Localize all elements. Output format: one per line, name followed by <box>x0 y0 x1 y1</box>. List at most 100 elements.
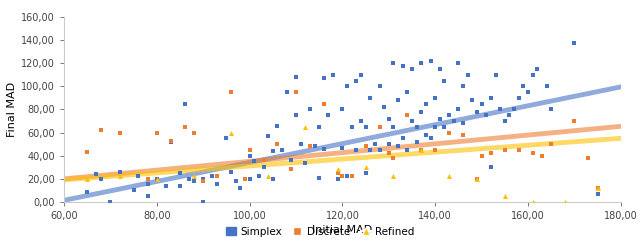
Point <box>268 149 278 153</box>
Point <box>253 174 264 178</box>
Point <box>458 84 468 88</box>
Point <box>570 41 580 45</box>
Point <box>286 158 296 162</box>
Point <box>236 186 246 190</box>
Point <box>430 96 440 100</box>
Point <box>514 96 524 100</box>
Point <box>286 168 296 171</box>
Point <box>407 119 417 123</box>
Point <box>244 154 255 157</box>
Point <box>453 61 463 65</box>
Point <box>221 136 232 140</box>
Point <box>319 102 329 106</box>
Point <box>532 67 543 71</box>
Point <box>277 148 287 152</box>
Point <box>333 168 343 171</box>
Point <box>472 177 482 181</box>
Point <box>314 125 324 129</box>
Point <box>444 113 454 117</box>
Point <box>92 172 102 176</box>
Point <box>244 148 255 152</box>
Point <box>319 76 329 80</box>
Point <box>518 84 529 88</box>
Point <box>189 179 199 183</box>
Point <box>305 144 315 148</box>
Point <box>291 90 301 94</box>
Point <box>527 200 538 204</box>
Point <box>397 136 408 140</box>
Point <box>509 108 519 111</box>
Point <box>282 90 292 94</box>
Point <box>166 139 176 143</box>
Point <box>152 131 162 135</box>
Point <box>403 148 413 152</box>
Point <box>240 177 250 181</box>
Point <box>546 142 556 146</box>
Point <box>374 125 385 129</box>
Point <box>472 110 482 114</box>
Point <box>296 142 306 146</box>
Point <box>500 148 510 152</box>
Point <box>342 174 352 178</box>
Point <box>546 108 556 111</box>
Point <box>175 184 185 187</box>
Point <box>259 165 269 169</box>
Point <box>129 188 139 192</box>
Point <box>416 148 426 152</box>
Legend: Simplex, Discrete, Refined: Simplex, Discrete, Refined <box>221 222 419 241</box>
Point <box>179 102 189 106</box>
Point <box>407 67 417 71</box>
Point <box>82 150 92 154</box>
Point <box>337 174 348 178</box>
Point <box>133 174 143 178</box>
Point <box>342 84 352 88</box>
Point <box>504 113 515 117</box>
Point <box>360 144 371 148</box>
Point <box>333 171 343 175</box>
Point <box>82 177 92 181</box>
Point <box>560 200 570 204</box>
Point <box>360 171 371 175</box>
Y-axis label: Final MAD: Final MAD <box>7 82 17 137</box>
Point <box>374 148 385 152</box>
Point <box>393 98 403 102</box>
Point <box>300 125 310 129</box>
Point <box>388 156 399 160</box>
Point <box>226 131 236 135</box>
Point <box>463 73 473 77</box>
Point <box>383 117 394 121</box>
Point <box>583 156 593 160</box>
Point <box>351 79 362 83</box>
Point <box>263 134 273 138</box>
Point <box>472 177 482 181</box>
Point <box>96 177 106 181</box>
Point <box>300 161 310 165</box>
Point <box>383 142 394 146</box>
Point <box>212 174 222 178</box>
Point <box>291 75 301 79</box>
Point <box>412 125 422 129</box>
Point <box>403 113 413 117</box>
Point <box>383 151 394 155</box>
Point <box>490 73 500 77</box>
Point <box>226 170 236 174</box>
Point <box>96 128 106 132</box>
Point <box>486 96 496 100</box>
Point <box>435 117 445 121</box>
Point <box>328 73 339 77</box>
Point <box>374 84 385 88</box>
Point <box>444 131 454 135</box>
Point <box>314 176 324 180</box>
Point <box>476 154 487 157</box>
Point <box>527 73 538 77</box>
Point <box>500 194 510 198</box>
Point <box>365 148 375 152</box>
Point <box>189 131 199 135</box>
Point <box>397 64 408 68</box>
Point <box>537 154 547 157</box>
Point <box>476 154 487 157</box>
Point <box>416 110 426 114</box>
Point <box>393 144 403 148</box>
Point <box>152 177 162 181</box>
Point <box>105 200 115 204</box>
